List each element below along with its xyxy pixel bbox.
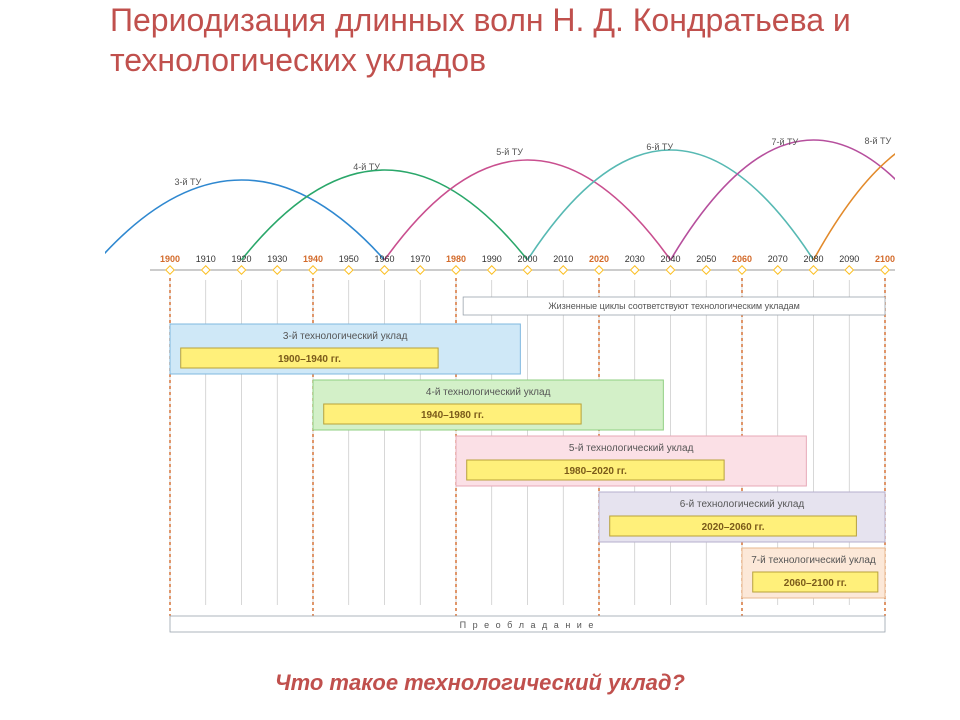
- timeline-year-label: 1990: [482, 254, 502, 264]
- kondratiev-chart: 3-й ТУ 4-й ТУ 5-й ТУ 6-й ТУ 7-й ТУ 8-й ТУ 1900…: [105, 130, 895, 640]
- timeline-year-label: 1970: [410, 254, 430, 264]
- timeline-tick: [202, 266, 210, 274]
- timeline-year-label: 2020: [589, 254, 609, 264]
- timeline-year-label: 2060: [732, 254, 752, 264]
- tech-mode-range-label: 2020–2060 гг.: [702, 522, 765, 533]
- timeline-year-label: 1980: [446, 254, 466, 264]
- timeline-tick: [452, 266, 460, 274]
- timeline-year-label: 2000: [517, 254, 537, 264]
- wave-arc: [671, 140, 896, 260]
- timeline-year-label: 2100: [875, 254, 895, 264]
- timeline-tick: [166, 266, 174, 274]
- wave-arc-label: 5-й ТУ: [496, 147, 523, 157]
- timeline-tick: [237, 266, 245, 274]
- slide: Периодизация длинных волн Н. Д. Кондрать…: [0, 0, 960, 720]
- tech-mode-title: 3-й технологический уклад: [283, 331, 408, 342]
- predominance-label: П р е о б л а д а н и е: [460, 620, 596, 630]
- wave-arc: [528, 150, 814, 260]
- tech-mode-range-label: 1900–1940 гг.: [278, 354, 341, 365]
- timeline-year-label: 1960: [374, 254, 394, 264]
- wave-arc: [242, 170, 528, 260]
- timeline-tick: [845, 266, 853, 274]
- timeline-year-label: 1900: [160, 254, 180, 264]
- timeline-year-label: 1950: [339, 254, 359, 264]
- wave-arc-label: 4-й ТУ: [353, 162, 380, 172]
- timeline-year-label: 2030: [625, 254, 645, 264]
- timeline-year-label: 1910: [196, 254, 216, 264]
- timeline-tick: [666, 266, 674, 274]
- timeline-tick: [774, 266, 782, 274]
- caption-question: Что такое технологический уклад?: [0, 670, 960, 696]
- timeline-year-label: 2040: [660, 254, 680, 264]
- timeline-tick: [380, 266, 388, 274]
- wave-arc-label: 8-й ТУ: [864, 136, 891, 146]
- timeline-year-label: 1930: [267, 254, 287, 264]
- timeline-year-label: 2090: [839, 254, 859, 264]
- page-title: Периодизация длинных волн Н. Д. Кондрать…: [110, 0, 930, 80]
- lifecycle-note-text: Жизненные циклы соответствуют технологич…: [548, 301, 799, 311]
- timeline-tick: [273, 266, 281, 274]
- timeline-year-label: 1920: [231, 254, 251, 264]
- timeline-tick: [345, 266, 353, 274]
- timeline-tick: [523, 266, 531, 274]
- tech-mode-range-label: 1980–2020 гг.: [564, 466, 627, 477]
- timeline-tick: [488, 266, 496, 274]
- timeline-tick: [595, 266, 603, 274]
- tech-mode-title: 5-й технологический уклад: [569, 443, 694, 454]
- timeline-year-label: 1940: [303, 254, 323, 264]
- timeline-tick: [738, 266, 746, 274]
- timeline-tick: [809, 266, 817, 274]
- chart-svg: 3-й ТУ 4-й ТУ 5-й ТУ 6-й ТУ 7-й ТУ 8-й ТУ 1900…: [105, 130, 895, 640]
- tech-mode-range-label: 1940–1980 гг.: [421, 410, 484, 421]
- wave-arc-label: 3-й ТУ: [175, 177, 202, 187]
- tech-mode-title: 4-й технологический уклад: [426, 387, 551, 398]
- timeline-tick: [631, 266, 639, 274]
- wave-arc: [385, 160, 671, 260]
- timeline-tick: [881, 266, 889, 274]
- wave-arc-label: 6-й ТУ: [646, 142, 673, 152]
- timeline-tick: [702, 266, 710, 274]
- timeline-tick: [559, 266, 567, 274]
- wave-arc: [105, 180, 385, 260]
- timeline-year-label: 2080: [803, 254, 823, 264]
- timeline-year-label: 2070: [768, 254, 788, 264]
- timeline-year-label: 2010: [553, 254, 573, 264]
- tech-mode-title: 7-й технологический уклад: [751, 555, 876, 566]
- wave-arc-label: 7-й ТУ: [772, 137, 799, 147]
- tech-mode-range-label: 2060–2100 гг.: [784, 578, 847, 589]
- timeline-tick: [416, 266, 424, 274]
- timeline-year-label: 2050: [696, 254, 716, 264]
- timeline-tick: [309, 266, 317, 274]
- tech-mode-title: 6-й технологический уклад: [680, 499, 805, 510]
